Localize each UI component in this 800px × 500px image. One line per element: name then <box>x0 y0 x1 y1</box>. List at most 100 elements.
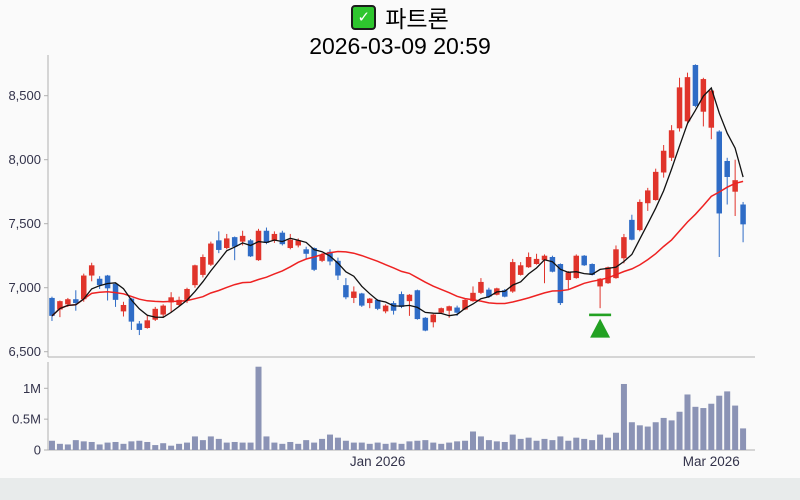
volume-bar <box>223 442 230 450</box>
volume-bar <box>112 441 119 450</box>
volume-bar <box>533 440 540 450</box>
volume-bar <box>589 440 596 450</box>
candle-body <box>57 301 63 310</box>
candle-body <box>168 297 174 303</box>
volume-bar <box>279 443 286 450</box>
candle-body <box>414 290 421 320</box>
candle-body <box>271 233 278 241</box>
volume-bar <box>358 442 365 450</box>
candle-body <box>49 297 55 316</box>
volume-bar <box>406 441 413 450</box>
candle-body <box>279 232 286 245</box>
volume-bar <box>287 441 294 450</box>
volume-bar <box>104 442 111 450</box>
candle-body <box>470 292 476 302</box>
volume-bar <box>88 441 95 450</box>
candle-body <box>486 289 492 297</box>
volume-bar <box>231 441 238 450</box>
candle-body <box>200 256 206 275</box>
volume-bar <box>716 395 723 450</box>
volume-bar <box>199 440 206 450</box>
volume-bar <box>390 442 397 450</box>
volume-bar <box>271 442 278 450</box>
candle-body <box>160 305 166 315</box>
volume-bar <box>652 422 659 450</box>
volume-bar <box>342 440 349 450</box>
volume-bar <box>493 441 500 450</box>
candle-body <box>208 243 214 265</box>
chart-title: ✓ 파트론 <box>0 3 800 32</box>
candle-body <box>239 235 246 242</box>
volume-bar <box>350 442 357 450</box>
candle-body <box>660 150 667 173</box>
volume-bar <box>708 403 715 450</box>
date-tick-label: Mar 2026 <box>683 454 740 469</box>
footer-strip <box>0 478 800 500</box>
candle-body <box>478 281 484 293</box>
volume-bar <box>684 394 691 450</box>
volume-bar <box>509 434 516 450</box>
candle-body <box>740 204 746 225</box>
volume-bar <box>239 442 246 450</box>
volume-bar <box>295 443 302 450</box>
volume-bar <box>430 442 437 450</box>
volume-bar <box>597 434 604 450</box>
price-tick-label: 8,000 <box>8 152 41 167</box>
candle-body <box>557 264 564 304</box>
candle-body <box>645 190 651 204</box>
volume-bar <box>48 440 55 450</box>
candle-body <box>374 299 381 309</box>
volume-bar <box>80 441 87 450</box>
buy-marker-triangle-icon <box>590 318 611 338</box>
candle-body <box>517 265 524 275</box>
volume-bar <box>327 434 334 450</box>
candle-body <box>223 238 230 249</box>
volume-bar <box>263 436 270 450</box>
candle-body <box>255 230 262 261</box>
volume-bar <box>96 444 103 450</box>
candle-body <box>104 275 111 289</box>
date-tick-label: Jan 2026 <box>350 454 406 469</box>
volume-bar <box>557 436 564 450</box>
candle-body <box>65 299 71 305</box>
volume-bar <box>636 425 643 450</box>
volume-bar <box>72 440 79 450</box>
candle-body <box>216 240 222 250</box>
candle-body <box>343 285 349 298</box>
volume-bar <box>446 442 453 450</box>
ma-short-line <box>51 86 744 318</box>
volume-bar <box>517 438 524 450</box>
volume-bar <box>676 411 683 450</box>
candle-body <box>319 255 325 261</box>
volume-bar <box>724 391 731 450</box>
volume-bar <box>374 442 381 450</box>
candle-body <box>668 130 675 158</box>
ma-long-line <box>51 180 744 317</box>
price-tick-label: 6,500 <box>8 344 41 359</box>
volume-bar <box>462 440 469 450</box>
volume-bar <box>644 426 651 450</box>
volume-tick-label: 1M <box>23 381 41 396</box>
price-tick-label: 7,000 <box>8 280 41 295</box>
candle-body <box>398 294 405 307</box>
volume-bar <box>692 406 699 450</box>
volume-bar <box>732 405 739 450</box>
candle-body <box>565 272 572 281</box>
volume-bar <box>255 366 262 450</box>
candle-body <box>724 160 730 177</box>
candle-body <box>541 255 548 261</box>
candle-body <box>462 299 468 310</box>
volume-bar <box>319 438 326 450</box>
candle-body <box>366 298 373 304</box>
volume-bar <box>628 422 635 450</box>
candle-body <box>335 260 341 276</box>
candle-body <box>676 87 683 129</box>
volume-bar <box>128 441 135 450</box>
volume-bar <box>414 440 421 450</box>
volume-tick-label: 0.5M <box>12 412 41 427</box>
volume-bar <box>334 437 341 450</box>
candle-body <box>144 320 151 329</box>
candle-body <box>684 77 691 122</box>
